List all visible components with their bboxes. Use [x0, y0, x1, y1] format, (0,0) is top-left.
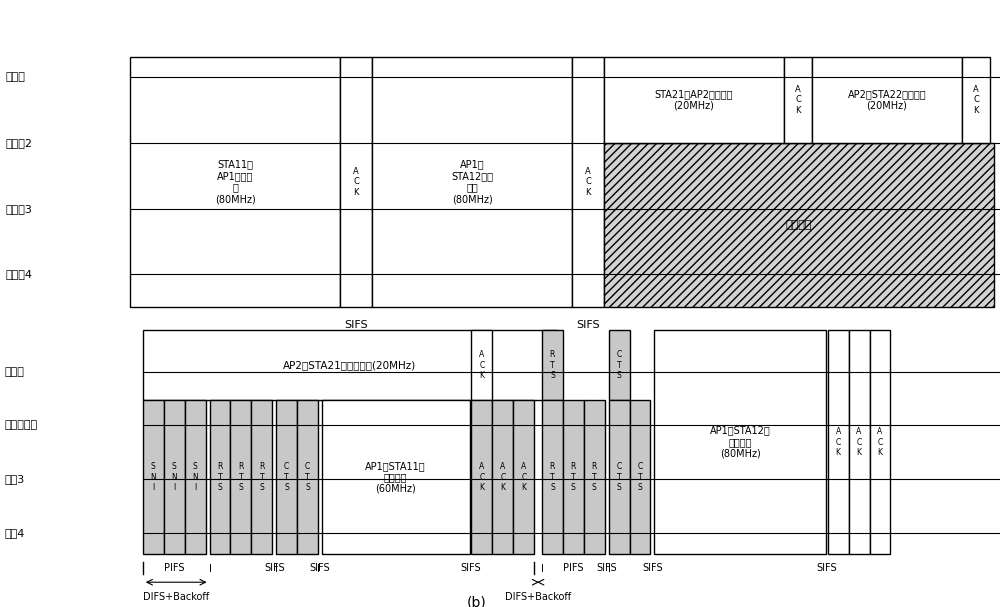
Text: 子信道3: 子信道3: [5, 203, 32, 214]
Bar: [322, 401, 470, 554]
Bar: [164, 401, 185, 554]
Text: R
T
S: R T S: [259, 463, 265, 492]
Text: A
C
K: A C K: [973, 85, 979, 115]
Text: PIFS: PIFS: [164, 563, 185, 573]
Text: SIFS: SIFS: [264, 563, 285, 573]
Text: S
N
I: S N I: [192, 463, 198, 492]
Bar: [143, 401, 164, 554]
Text: R
T
S: R T S: [571, 463, 576, 492]
Text: S
N
I: S N I: [171, 463, 177, 492]
Bar: [130, 56, 340, 307]
Text: 虚拟主信道: 虚拟主信道: [5, 420, 38, 430]
Bar: [563, 401, 584, 554]
Text: A
C
K: A C K: [795, 85, 801, 115]
Text: A
C
K: A C K: [835, 427, 841, 457]
Text: A
C
K: A C K: [856, 427, 862, 457]
Bar: [340, 56, 372, 307]
Text: 子信道4: 子信道4: [5, 269, 32, 279]
Text: SIFS: SIFS: [460, 563, 481, 573]
Text: S
N
I: S N I: [150, 463, 156, 492]
Text: R
T
S: R T S: [217, 463, 223, 492]
Bar: [828, 330, 849, 554]
Text: AP2向STA22传输数据
(20MHz): AP2向STA22传输数据 (20MHz): [848, 89, 926, 110]
Text: A
C
K: A C K: [500, 463, 505, 492]
Bar: [542, 401, 563, 554]
Bar: [812, 56, 962, 143]
Text: A
C
K: A C K: [479, 463, 485, 492]
Bar: [471, 330, 492, 401]
Bar: [471, 401, 492, 554]
Bar: [542, 330, 563, 401]
Text: AP1向
STA12传输
数据
(80MHz): AP1向 STA12传输 数据 (80MHz): [451, 160, 493, 204]
Text: R
T
S: R T S: [592, 463, 597, 492]
Bar: [654, 330, 826, 554]
Bar: [492, 401, 513, 554]
Bar: [609, 401, 630, 554]
Text: 主信道: 主信道: [5, 72, 25, 83]
Bar: [784, 56, 812, 143]
Text: PIFS: PIFS: [563, 563, 584, 573]
Bar: [513, 401, 534, 554]
Text: SIFS: SIFS: [344, 320, 368, 330]
Bar: [870, 330, 890, 554]
Text: STA11向
AP1传输数
据
(80MHz): STA11向 AP1传输数 据 (80MHz): [215, 160, 255, 204]
Text: C
T
S: C T S: [305, 463, 310, 492]
Bar: [584, 401, 605, 554]
Text: SIFS: SIFS: [816, 563, 837, 573]
Text: SIFS: SIFS: [310, 563, 330, 573]
Text: 主信道: 主信道: [5, 367, 25, 376]
Text: C
T
S: C T S: [616, 350, 622, 380]
Bar: [251, 401, 272, 554]
Text: A
C
K: A C K: [877, 427, 883, 457]
Bar: [630, 401, 650, 554]
Bar: [849, 330, 870, 554]
Text: A
C
K: A C K: [585, 167, 591, 197]
Text: 信道4: 信道4: [5, 527, 25, 538]
Bar: [604, 56, 784, 143]
Text: (a): (a): [490, 339, 510, 353]
Text: 闲置频带: 闲置频带: [786, 220, 812, 230]
Text: R
T
S: R T S: [550, 350, 555, 380]
Text: A
C
K: A C K: [353, 167, 359, 197]
Bar: [297, 401, 318, 554]
Text: C
T
S: C T S: [616, 463, 622, 492]
Bar: [609, 330, 630, 401]
Bar: [962, 56, 990, 143]
Text: 信道3: 信道3: [5, 474, 25, 484]
Text: DIFS+Backoff: DIFS+Backoff: [505, 592, 571, 602]
Bar: [210, 401, 230, 554]
Text: DIFS+Backoff: DIFS+Backoff: [143, 592, 209, 602]
Bar: [185, 401, 206, 554]
Text: AP1与STA11间
数据传输
(60MHz): AP1与STA11间 数据传输 (60MHz): [365, 461, 426, 494]
Text: A
C
K: A C K: [479, 350, 485, 380]
Text: R
T
S: R T S: [550, 463, 555, 492]
Bar: [604, 143, 994, 307]
Text: R
T
S: R T S: [238, 463, 244, 492]
Text: 子信道2: 子信道2: [5, 138, 32, 148]
Bar: [143, 330, 557, 401]
Text: STA21向AP2传输数据
(20MHz): STA21向AP2传输数据 (20MHz): [655, 89, 733, 110]
Text: C
T
S: C T S: [284, 463, 289, 492]
Text: C
T
S: C T S: [637, 463, 643, 492]
Bar: [572, 56, 604, 307]
Text: AP2与STA21间数据传输(20MHz): AP2与STA21间数据传输(20MHz): [283, 361, 417, 370]
Text: SIFS: SIFS: [596, 563, 617, 573]
Text: SIFS: SIFS: [642, 563, 663, 573]
Bar: [276, 401, 297, 554]
Text: A
C
K: A C K: [521, 463, 526, 492]
Text: (b): (b): [466, 596, 486, 607]
Text: SIFS: SIFS: [576, 320, 600, 330]
Bar: [372, 56, 572, 307]
Text: AP1与STA12间
数据传输
(80MHz): AP1与STA12间 数据传输 (80MHz): [710, 426, 770, 459]
Bar: [230, 401, 251, 554]
